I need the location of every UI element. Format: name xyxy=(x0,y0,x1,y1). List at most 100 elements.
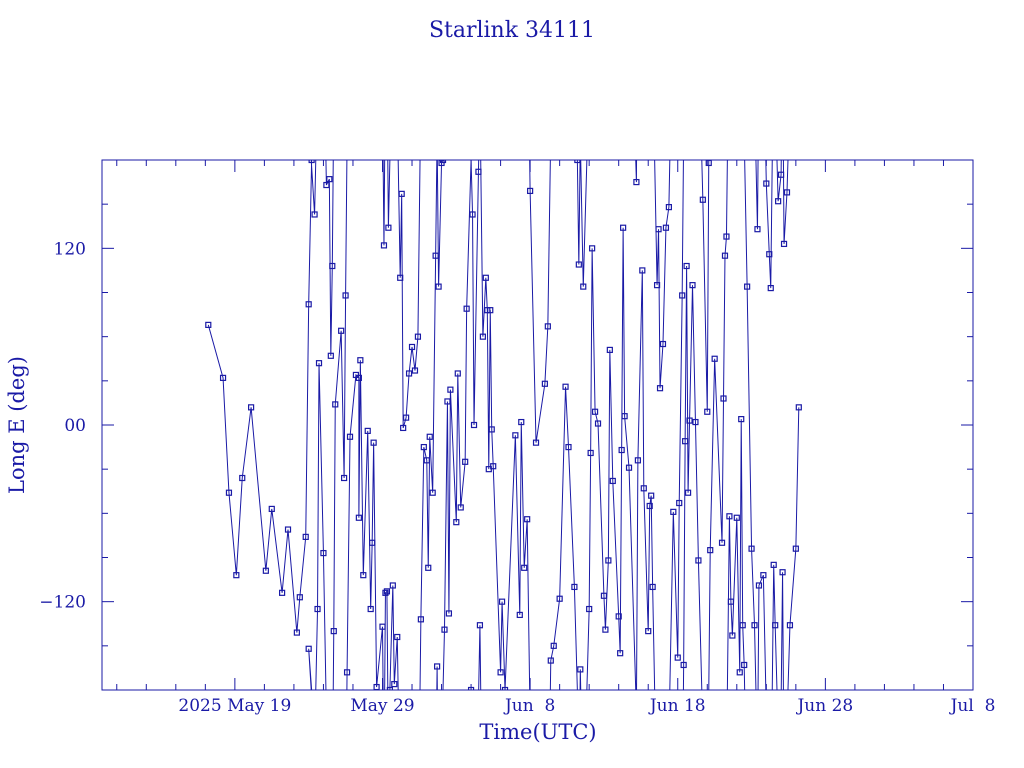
data-point xyxy=(462,458,469,465)
data-point xyxy=(429,489,436,496)
data-point xyxy=(575,261,582,268)
data-point xyxy=(268,505,275,513)
data-point xyxy=(518,418,525,426)
x-tick-label: Jun 28 xyxy=(795,696,853,716)
series-line xyxy=(207,160,800,690)
data-point xyxy=(332,401,339,408)
data-point xyxy=(524,516,531,523)
data-point xyxy=(498,598,506,605)
data-point xyxy=(760,572,767,579)
data-point xyxy=(621,413,628,420)
data-point xyxy=(783,189,791,196)
data-point xyxy=(400,424,407,432)
data-point xyxy=(284,526,292,533)
data-point xyxy=(544,323,551,330)
data-point xyxy=(315,360,323,367)
data-point xyxy=(640,485,647,492)
x-tick-label: Jun 8 xyxy=(503,696,555,716)
data-point xyxy=(527,187,534,195)
axis-ticks xyxy=(102,160,973,690)
data-point xyxy=(382,589,389,596)
data-point xyxy=(718,539,726,546)
data-point xyxy=(589,245,596,252)
data-point xyxy=(239,474,246,482)
data-point xyxy=(417,616,424,623)
data-point xyxy=(792,545,799,552)
x-tick-label: 2025 May 19 xyxy=(178,696,291,716)
data-point xyxy=(445,610,453,617)
data-point xyxy=(444,398,451,405)
data-point xyxy=(305,301,312,308)
data-point xyxy=(293,629,300,636)
data-point xyxy=(432,252,439,259)
data-point xyxy=(721,252,729,259)
data-point xyxy=(587,449,594,457)
data-point xyxy=(311,211,318,218)
data-series xyxy=(205,160,802,690)
data-point xyxy=(488,426,495,433)
data-point xyxy=(580,283,587,290)
data-point xyxy=(665,204,672,211)
data-point xyxy=(617,650,624,657)
data-point xyxy=(470,421,478,429)
data-point xyxy=(705,160,712,167)
y-tick-label: 00 xyxy=(64,416,86,436)
data-point xyxy=(342,292,349,299)
data-point xyxy=(516,611,523,619)
data-point xyxy=(457,504,464,511)
data-point xyxy=(547,657,554,664)
data-point xyxy=(633,178,640,186)
data-point xyxy=(490,463,497,470)
data-point xyxy=(408,343,416,351)
data-point xyxy=(655,226,662,233)
data-point xyxy=(676,499,683,507)
data-point xyxy=(723,233,730,240)
data-point xyxy=(777,171,785,178)
data-point xyxy=(620,224,627,231)
data-point xyxy=(751,622,758,629)
data-point xyxy=(341,474,348,482)
data-point xyxy=(532,439,540,446)
data-point xyxy=(683,262,690,270)
data-point xyxy=(639,267,646,274)
data-point xyxy=(233,572,240,579)
x-axis-title: Time(UTC) xyxy=(479,720,596,744)
data-point xyxy=(364,427,371,434)
data-point xyxy=(689,282,696,289)
data-point xyxy=(692,418,699,426)
data-point xyxy=(729,632,736,639)
y-axis-title: Long E (deg) xyxy=(5,356,29,494)
data-point xyxy=(550,642,557,649)
data-point xyxy=(482,274,489,281)
data-point xyxy=(775,198,782,205)
data-point xyxy=(618,446,625,454)
data-point xyxy=(360,572,367,579)
data-point xyxy=(695,557,702,564)
data-point xyxy=(454,370,461,377)
x-tick-label: Jun 18 xyxy=(648,696,706,716)
data-point xyxy=(686,417,693,424)
data-point xyxy=(326,176,333,183)
data-point xyxy=(279,589,286,596)
data-point xyxy=(662,224,670,231)
data-point xyxy=(684,489,692,496)
plot-frame xyxy=(101,159,974,691)
data-point xyxy=(739,622,746,629)
data-point xyxy=(754,226,761,233)
data-point xyxy=(327,352,334,359)
data-point xyxy=(426,433,433,440)
data-point xyxy=(772,622,779,629)
data-point xyxy=(600,592,608,599)
data-point xyxy=(670,508,677,515)
data-point xyxy=(205,321,212,328)
data-point xyxy=(296,594,303,601)
data-point xyxy=(645,628,652,635)
data-point xyxy=(434,663,441,670)
data-point xyxy=(385,224,392,231)
data-point xyxy=(423,457,430,464)
data-point xyxy=(501,686,509,690)
data-point xyxy=(383,588,391,595)
data-point xyxy=(329,262,336,270)
data-point xyxy=(679,292,686,299)
data-point xyxy=(656,385,664,392)
